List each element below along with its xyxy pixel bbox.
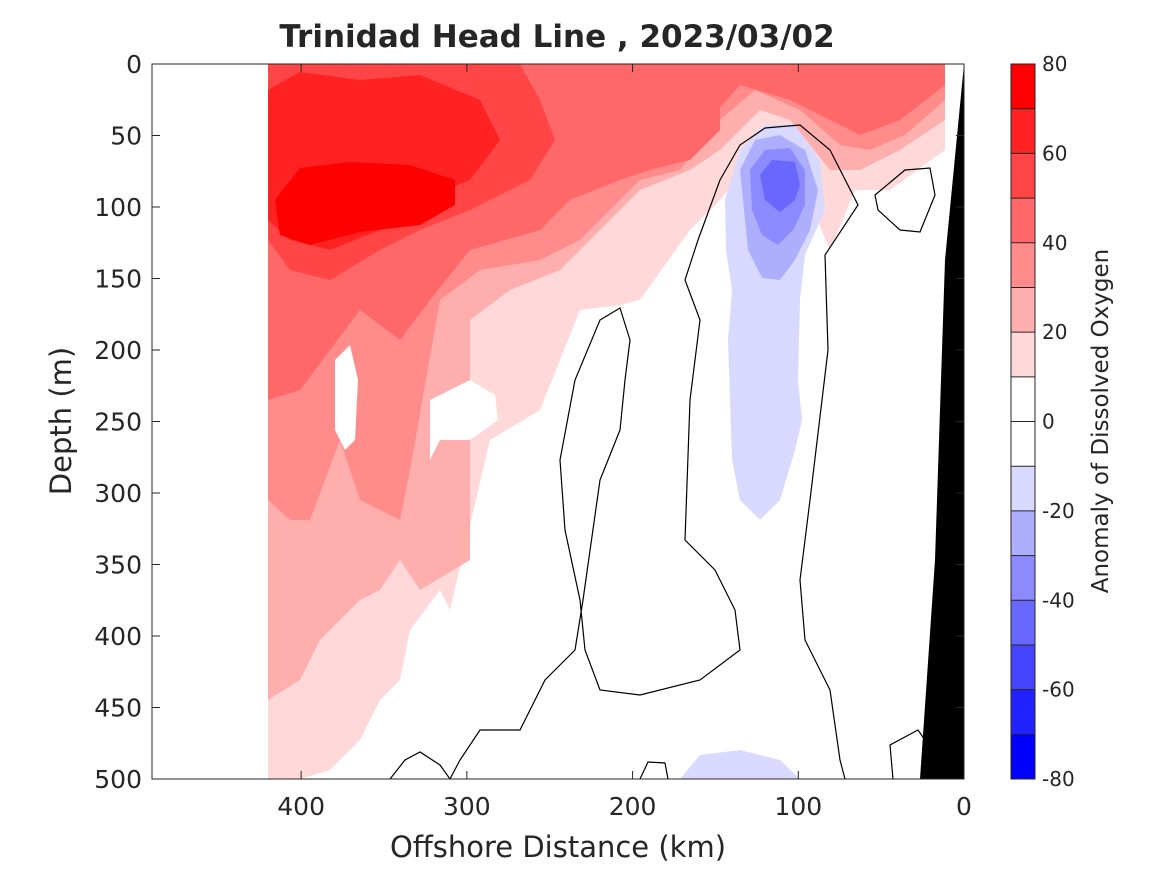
y-tick-label: 0	[126, 50, 142, 79]
colorbar-swatch	[1011, 510, 1035, 556]
x-tick-label: 400	[277, 792, 325, 821]
colorbar-swatch	[1011, 198, 1035, 243]
colorbar-swatch	[1011, 287, 1035, 333]
x-tick-label: 200	[609, 792, 657, 821]
contour-fill-bottom-blue	[680, 750, 800, 779]
colorbar-frame	[1010, 63, 1036, 780]
colorbar-label: Anomaly of Dissolved Oxygen	[1088, 249, 1114, 594]
colorbar-tick-label: -40	[1042, 588, 1075, 612]
colorbar-swatch	[1011, 242, 1035, 288]
colorbar-tick-label: 0	[1042, 410, 1055, 434]
zero-contour-line-loop-north	[874, 167, 936, 233]
y-tick-label: 500	[94, 765, 142, 794]
zero-contour-line-west	[449, 179, 741, 779]
colorbar-tick-label: 40	[1042, 231, 1067, 255]
y-tick-label: 250	[94, 408, 142, 437]
x-tick-label: 0	[956, 792, 972, 821]
y-tick-label: 450	[94, 694, 142, 723]
colorbar-swatch	[1011, 466, 1035, 511]
colorbar-swatch	[1011, 332, 1035, 377]
y-tick-label: 100	[94, 193, 142, 222]
colorbar-swatch	[1011, 644, 1035, 690]
x-axis-label: Offshore Distance (km)	[390, 830, 726, 864]
colorbar-tick-label: 20	[1042, 320, 1067, 344]
chart-title: Trinidad Head Line , 2023/03/02	[279, 19, 834, 55]
colorbar-swatch	[1011, 421, 1035, 467]
y-tick-label: 200	[94, 336, 142, 365]
contour-fill-red-70	[275, 162, 455, 245]
y-axis-ticks: 0 50 100 150 200 250 300 350 400 450 500	[94, 50, 964, 794]
bottom-topography	[920, 64, 964, 779]
colorbar-tick-label: 60	[1042, 141, 1067, 165]
contour-fill-white-pocket-2	[430, 380, 498, 460]
colorbar-swatch	[1011, 555, 1035, 601]
y-tick-label: 300	[94, 479, 142, 508]
colorbar-swatch	[1011, 689, 1035, 735]
colorbar-swatch	[1011, 376, 1035, 422]
colorbar-swatch	[1011, 734, 1035, 779]
y-tick-label: 350	[94, 551, 142, 580]
x-tick-label: 100	[774, 792, 822, 821]
zero-contour-line-bottom-3	[889, 729, 926, 779]
colorbar-tick-label: -80	[1042, 767, 1075, 791]
zero-contour-line-bottom-1	[389, 751, 451, 779]
colorbar-tick-label: -60	[1042, 678, 1075, 702]
y-tick-label: 50	[110, 122, 142, 151]
contour-fill-layer	[268, 64, 964, 779]
x-tick-label: 300	[443, 792, 491, 821]
zero-contour-line-bottom-2	[639, 761, 669, 779]
zero-contour-line-tongue	[719, 124, 859, 779]
y-tick-label: 150	[94, 265, 142, 294]
colorbar-tick-label: 80	[1042, 52, 1067, 76]
colorbar-swatch	[1011, 153, 1035, 199]
y-axis-label: Depth (m)	[44, 347, 78, 495]
colorbar: 80 60 40 20 0 -20 -40 -60 -80	[1010, 52, 1075, 791]
contour-fill-negative-40	[760, 160, 800, 212]
colorbar-swatch	[1011, 600, 1035, 645]
colorbar-tick-label: -20	[1042, 499, 1075, 523]
contour-fill-white-pocket-1	[335, 345, 358, 450]
y-tick-label: 400	[94, 622, 142, 651]
x-axis-ticks: 400 300 200 100 0	[277, 64, 972, 821]
colorbar-swatch	[1011, 108, 1035, 154]
contour-fill-nearshore-surface	[595, 64, 720, 170]
colorbar-swatch	[1011, 64, 1035, 109]
